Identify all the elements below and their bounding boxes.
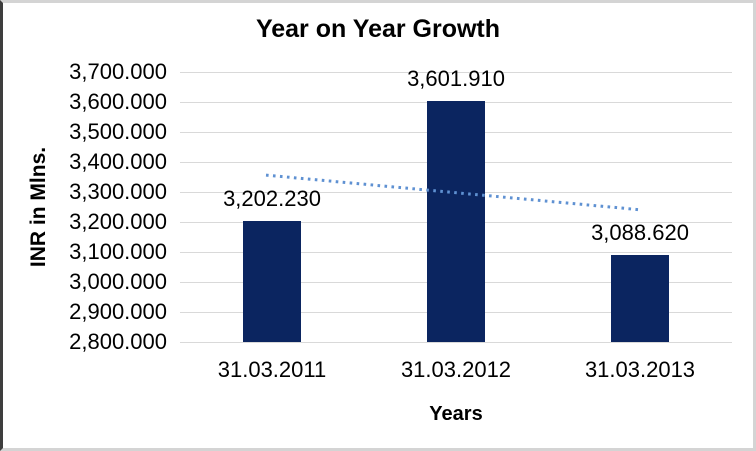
y-tick-label: 3,400.000 — [69, 149, 167, 174]
plot-area: 3,202.230 31.03.2011 3,601.910 31.03.2012 3,… — [180, 67, 732, 382]
bar-31.03.2012 — [427, 101, 485, 342]
x-tick-label: 31.03.2011 — [217, 357, 327, 382]
x-tick-label: 31.03.2012 — [400, 357, 512, 382]
y-tick-label: 3,100.000 — [69, 239, 167, 264]
y-tick-label: 3,500.000 — [69, 119, 167, 144]
y-axis-tick-labels: 2,800.000 2,900.000 3,000.000 3,100.000 3,20… — [3, 3, 167, 448]
bar-value-label: 3,202.230 — [223, 186, 321, 212]
bar-31.03.2011 — [243, 221, 301, 342]
bar-value-label: 3,088.620 — [591, 220, 689, 246]
y-tick-label: 3,700.000 — [69, 59, 167, 84]
y-tick-label: 3,300.000 — [69, 179, 167, 204]
y-tick-label: 3,000.000 — [69, 269, 167, 294]
trendline — [265, 173, 639, 212]
y-tick-label: 3,600.000 — [69, 89, 167, 114]
x-axis-title: Years — [429, 403, 483, 425]
x-tick-label: 31.03.2013 — [584, 357, 696, 382]
y-tick-label: 2,900.000 — [69, 299, 167, 324]
gridline — [180, 341, 732, 343]
y-tick-label: 3,200.000 — [69, 209, 167, 234]
bar-31.03.2013 — [611, 255, 669, 342]
chart-title: Year on Year Growth — [255, 15, 501, 43]
bar-value-label: 3,601.910 — [407, 66, 505, 92]
y-tick-label: 2,800.000 — [69, 329, 167, 354]
gridline — [180, 71, 732, 73]
